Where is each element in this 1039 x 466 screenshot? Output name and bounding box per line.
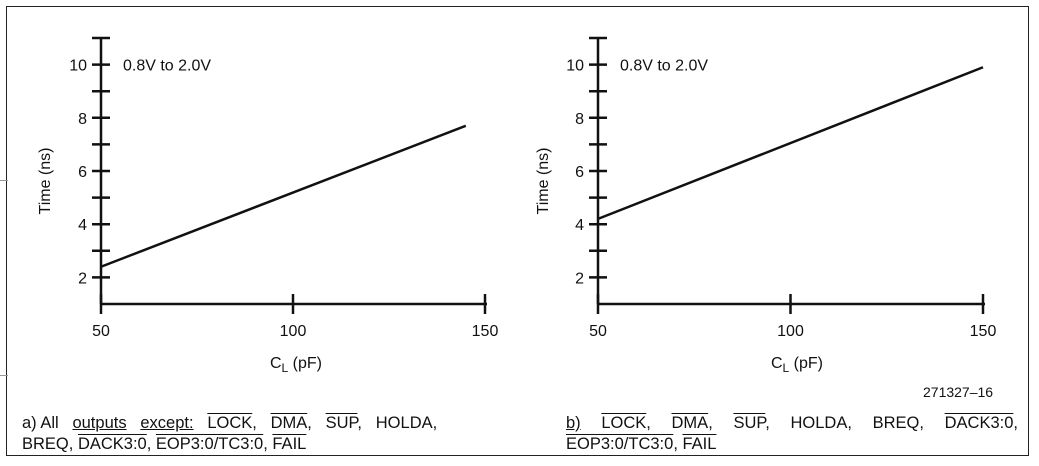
figure-frame [6, 6, 1029, 456]
caption-b-fail: FAIL [682, 435, 717, 453]
x-axis-label: CL (pF) [270, 355, 322, 375]
x-tick-label: 100 [777, 323, 804, 340]
chart-b: 2 4 6 8 10 50 100 150 CL (pF) Time (ns) 0.8V to 2.… [535, 36, 997, 375]
annotation-label: 0.8V to 2.0V [123, 58, 211, 75]
caption-b-prefix: b) [566, 414, 581, 432]
y-tick-label: 10 [566, 58, 584, 75]
caption-b-holda: HOLDA, [790, 414, 852, 432]
caption-a-line2: BREQ, DACK3:0, EOP3:0/TC3:0, FAIL [22, 435, 307, 453]
y-tick-label: 8 [78, 111, 87, 128]
caption-a-prefix: a) All [22, 414, 59, 432]
figure-id: 271327–16 [923, 384, 994, 400]
y-axis-label: Time (ns) [37, 148, 54, 215]
chart-a: 2 4 6 8 10 50 100 150 CL (pF) Time (ns) 0.8V to 2.… [37, 36, 499, 375]
caption-a-line1: a) All outputs except: LOCK, DMA, SUP, H… [22, 414, 438, 432]
series-line [597, 66, 984, 221]
caption-b-dack: DACK3:0 [944, 414, 1014, 432]
y-axis-label: Time (ns) [535, 148, 552, 215]
x-axis-label: CL (pF) [771, 355, 823, 375]
y-tick-label: 4 [78, 217, 87, 234]
caption-b-line2: EOP3:0/TC3:0, FAIL [566, 435, 717, 453]
caption-a-dack: DACK3:0 [77, 435, 147, 453]
caption-a-sup: SUP [325, 414, 358, 432]
edge-mark [0, 375, 8, 376]
caption-a: a) All outputs except: LOCK, DMA, SUP, H… [22, 413, 437, 455]
caption-a-outputs: outputs [72, 414, 127, 432]
caption-b-sup: SUP [733, 414, 766, 432]
y-tick-label: 4 [575, 217, 584, 234]
caption-a-breq: BREQ, [22, 435, 74, 453]
caption-a-except: except: [140, 414, 194, 432]
y-tick-label: 2 [78, 270, 87, 287]
x-tick-label: 50 [589, 323, 607, 340]
x-tick-label: 50 [92, 323, 110, 340]
caption-a-lock: LOCK [207, 414, 253, 432]
caption-a-fail: FAIL [272, 435, 307, 453]
caption-b-lock: LOCK [601, 414, 647, 432]
annotation-label: 0.8V to 2.0V [620, 58, 708, 75]
caption-b-line1: b) LOCK, DMA, SUP, HOLDA, BREQ, DACK3:0, [566, 414, 1018, 432]
series-line [100, 124, 467, 268]
y-tick-label: 2 [575, 270, 584, 287]
caption-b-dma: DMA [671, 414, 709, 432]
y-tick-label: 10 [69, 58, 87, 75]
y-tick-label: 6 [78, 164, 87, 181]
caption-b-breq: BREQ, [872, 414, 924, 432]
caption-a-eop: EOP3:0/TC3:0 [155, 435, 264, 453]
x-tick-label: 150 [472, 323, 499, 340]
edge-mark [0, 180, 8, 181]
y-tick-label: 8 [575, 111, 584, 128]
y-tick-label: 6 [575, 164, 584, 181]
x-tick-label: 100 [280, 323, 307, 340]
caption-b: b) LOCK, DMA, SUP, HOLDA, BREQ, DACK3:0,… [566, 413, 1018, 455]
x-tick-label: 150 [970, 323, 997, 340]
caption-a-dma: DMA [270, 414, 308, 432]
caption-b-eop: EOP3:0/TC3:0 [566, 435, 674, 453]
caption-a-holda: HOLDA, [375, 414, 438, 432]
